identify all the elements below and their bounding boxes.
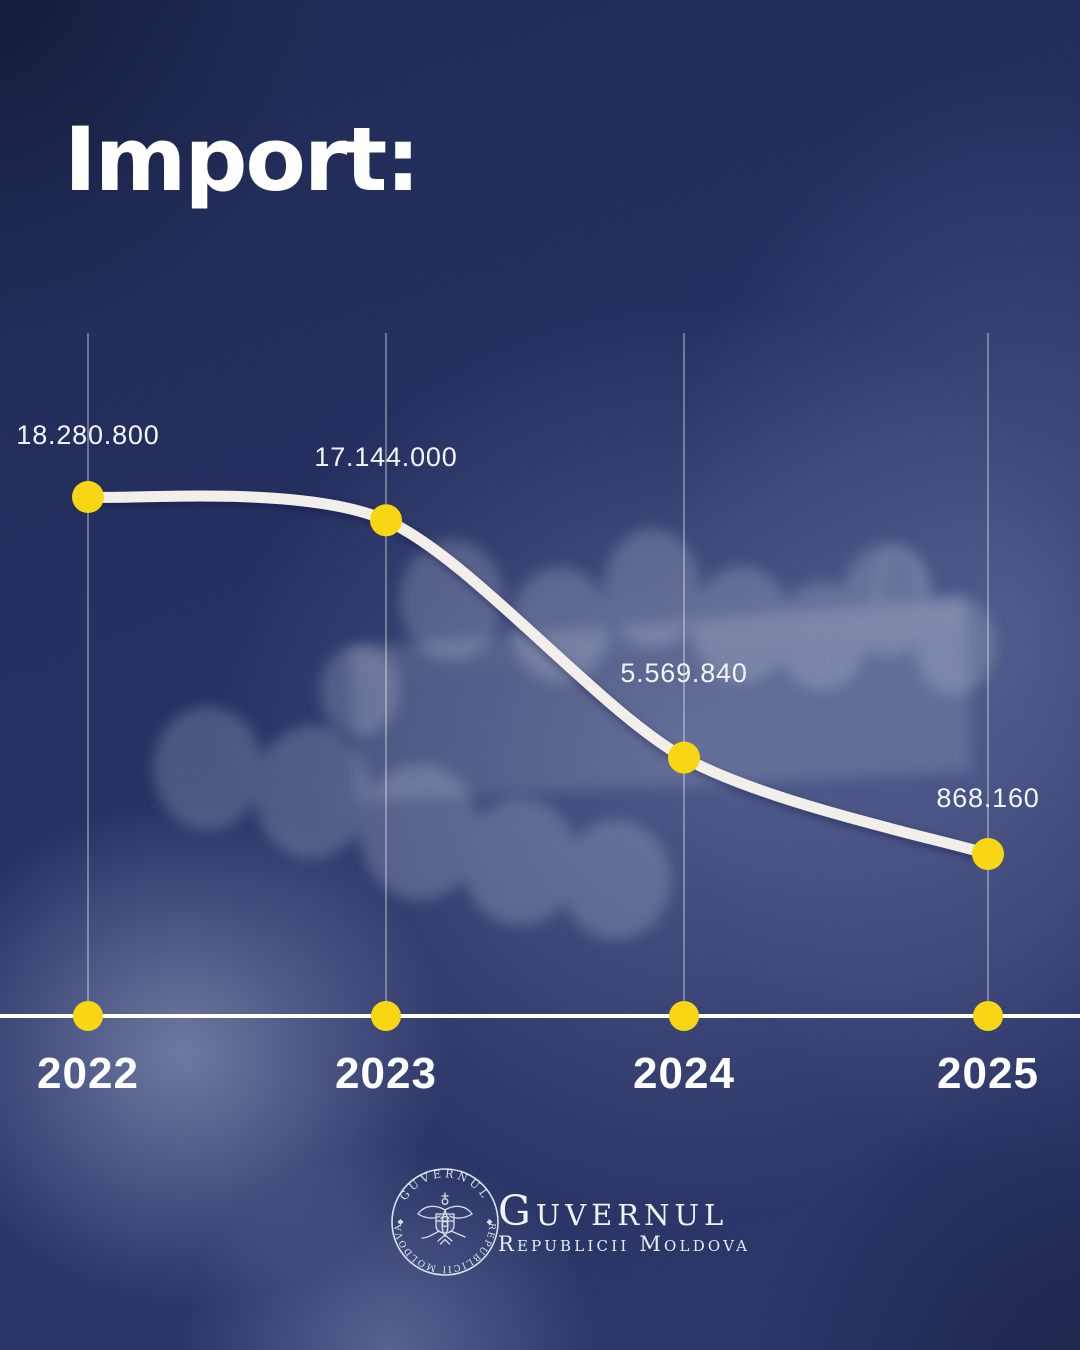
coat-of-arms-icon	[417, 1192, 473, 1245]
org-subtitle: Republicii Moldova	[498, 1232, 751, 1256]
government-wordmark: Guvernul Republicii Moldova	[498, 1190, 750, 1256]
footer: GUVERNUL REPUBLICII MOLDOVA	[0, 0, 1080, 1276]
org-name: Guvernul	[498, 1187, 729, 1235]
government-seal-icon: GUVERNUL REPUBLICII MOLDOVA	[391, 1167, 499, 1276]
